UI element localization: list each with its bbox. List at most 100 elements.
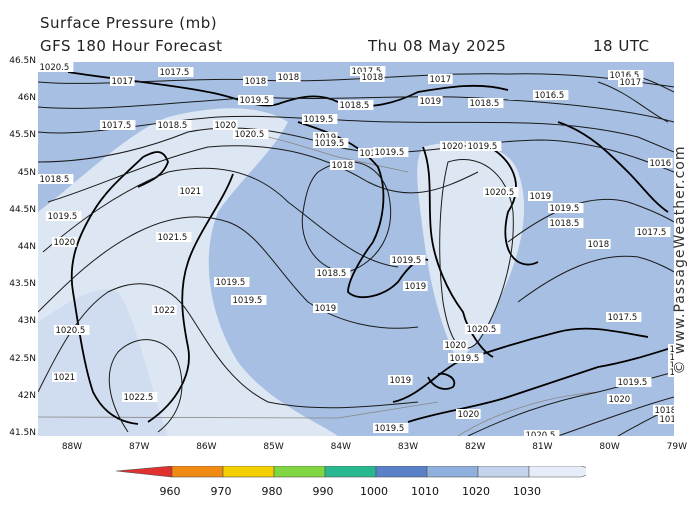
isobar-label-text: 1019.5 [375, 424, 405, 434]
legend-swatch [477, 466, 530, 478]
isobar-label-text: 1017 [430, 75, 452, 85]
latitude-label: 45.5N [9, 130, 36, 141]
longitude-label: 79W [666, 442, 687, 452]
isobar-label: 1018 [658, 414, 674, 425]
isobar-label: 1019 [358, 148, 383, 159]
isobar-label: 1017.5 [158, 67, 194, 78]
isobar-label-bg [668, 367, 674, 377]
isobar-label: 1019 [668, 367, 674, 378]
isobar-label: 1017.5 [100, 120, 136, 131]
isobar-label-text: 1019.5 [304, 115, 334, 125]
pressure-legend [116, 466, 586, 478]
latitude-label: 43.5N [9, 279, 36, 290]
isobar-label-bg [350, 66, 386, 76]
isobar-label-bg [46, 211, 82, 221]
isobar-label-text: 1019.5 [375, 148, 405, 158]
isobar-label-text: 1018 [362, 73, 384, 83]
isobar-label: 1019.5 [238, 95, 274, 106]
isobar-label: 1019.5 [668, 360, 674, 371]
isobar-label-bg [338, 100, 374, 110]
legend-tick-label: 1020 [462, 485, 490, 498]
isobar-label-text: 1020 [54, 238, 76, 248]
isobar-label-text: 1019 [530, 192, 552, 202]
isobar-label-text: 1020.5 [235, 130, 265, 140]
isobar-line [557, 396, 674, 436]
isobar-label-text: 1019.5 [216, 278, 246, 288]
isobar-label-text: 1019.5 [392, 256, 422, 266]
isobar-label-text: 1019 [670, 368, 675, 378]
latitude-label: 46.5N [9, 56, 36, 66]
isobar-label: 1020 [607, 394, 632, 405]
isobar-label: 1016.5 [533, 90, 569, 101]
isobar-label-bg [52, 372, 77, 382]
isobar-label: 1017.5 [635, 227, 671, 238]
isobar-label-bg [214, 277, 250, 287]
latitude-label: 42.5N [9, 353, 36, 364]
isobar-label-bg [466, 141, 502, 151]
legend-swatch [324, 466, 377, 478]
isobar-label-bg [360, 72, 385, 82]
isobar-label-text: 1018 [655, 406, 675, 416]
isobar-label-text: 1020 [609, 395, 631, 405]
state-border [38, 401, 439, 419]
isobar-label-bg [668, 352, 674, 362]
isobar-label-text: 1018.5 [670, 353, 675, 363]
isobar-label: 1019.5 [231, 295, 267, 306]
isobar-label: 1017.5 [606, 312, 642, 323]
isobar-label: 1017 [110, 76, 135, 87]
state-border-2 [457, 391, 599, 436]
isobar-label: 1018.5 [338, 100, 374, 111]
isobar-label: 1019.5 [46, 211, 82, 222]
isobar-label-bg [156, 120, 192, 130]
isobar-label-bg [54, 325, 90, 335]
longitude-label: 82W [465, 442, 486, 452]
isobar-label-text: 1018 [332, 161, 354, 171]
latitude-label: 43N [17, 316, 36, 327]
latitude-label: 45N [17, 167, 36, 178]
isobar-label-text: 1017 [112, 77, 134, 87]
isobar-label-text: 1021 [54, 373, 76, 383]
isobar-label-text: 1019.5 [240, 96, 270, 106]
isobar-label: 1017 [428, 74, 453, 85]
isobar-label: 1018.5 [156, 120, 192, 131]
isobar-label-text: 1018.5 [40, 175, 70, 185]
lake-michigan-west-shore [70, 156, 144, 425]
isobar-label-bg [635, 227, 671, 237]
isobar-label-text: 1020.5 [467, 325, 497, 335]
isobar-label-bg [178, 186, 203, 196]
lake-huron-east-shore [422, 146, 494, 358]
isobar-label-text: 1017 [620, 78, 642, 88]
isobar-label-bg [483, 187, 519, 197]
isobar-label-bg [440, 141, 465, 151]
isobar-label-bg [668, 360, 674, 370]
isobar-label-bg [443, 340, 468, 350]
isobar-label-text: 1020 [458, 410, 480, 420]
isobar-label-text: 1018.5 [470, 99, 500, 109]
isobar-label-bg [456, 409, 481, 419]
isobar-label-bg [616, 377, 652, 387]
isobar-label-text: 1020 [442, 142, 464, 152]
longitude-label: 80W [599, 442, 620, 452]
isobar-label-text: 1018 [278, 73, 300, 83]
isobar-label: 1018 [276, 72, 301, 83]
isobar-label-bg [586, 239, 611, 249]
forecast-subtitle: GFS 180 Hour Forecast [40, 37, 223, 55]
isobar-label: 1019.5 [373, 423, 409, 434]
coastlines [67, 71, 674, 425]
longitude-label: 85W [263, 442, 284, 452]
isobar-label-text: 1019.5 [468, 142, 498, 152]
isobar-label: 1019.5 [373, 147, 409, 158]
legend-tick-label: 980 [261, 485, 283, 498]
isobar-label-text: 1017.5 [160, 68, 190, 78]
northeast-shore [557, 121, 669, 213]
isobar-label: 1019.5 [214, 277, 250, 288]
isobar-label-bg [38, 174, 74, 184]
isobar-label: 1018 [243, 76, 268, 87]
isobar-label-bg [668, 344, 674, 354]
isobar-line [42, 167, 399, 268]
isobar-label-text: 1017.5 [637, 228, 667, 238]
isobar-label-bg [276, 72, 301, 82]
isobar-line [517, 255, 674, 303]
green-bay-shore [137, 151, 169, 188]
isobar-label-bg [330, 160, 355, 170]
